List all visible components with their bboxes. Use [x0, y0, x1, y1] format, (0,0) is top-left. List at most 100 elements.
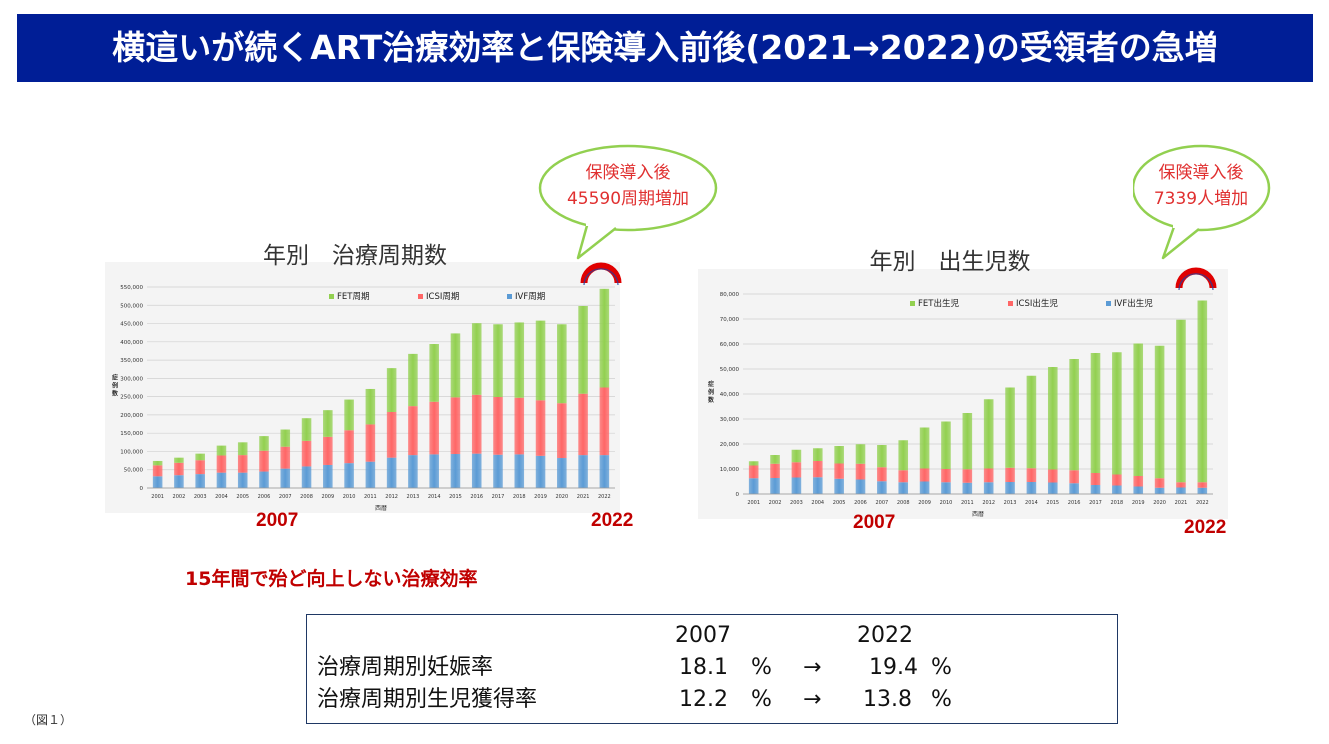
x-tick-label: 2005	[833, 500, 846, 506]
x-tick-label: 2009	[321, 494, 334, 500]
page-title: 横這いが続くART治療効率と保険導入前後(2021→2022)の受領者の急増	[17, 14, 1313, 82]
legend-label: ICSI出生児	[1016, 298, 1058, 309]
bar-ivf-2013	[1005, 482, 1015, 494]
row-unit: %	[931, 655, 952, 680]
bar-fet-2022	[1197, 300, 1208, 483]
bar-fet-2012	[983, 399, 994, 469]
bar-icsi-2012	[386, 411, 397, 458]
legend-swatch	[507, 294, 512, 299]
bar-ivf-2011	[365, 461, 376, 488]
bar-icsi-2005	[237, 455, 248, 473]
legend-label: ICSI周期	[426, 292, 459, 302]
bar-ivf-2021	[1176, 487, 1186, 494]
callout-bubble-cycles: 保険導入後 45590周期増加	[538, 144, 718, 260]
x-tick-label: 2014	[428, 494, 441, 500]
bar-fet-2006	[259, 436, 269, 451]
bar-icsi-2006	[855, 463, 866, 480]
bar-icsi-2021	[1176, 482, 1186, 488]
x-tick-label: 2010	[940, 500, 953, 506]
bar-fet-2008	[898, 440, 909, 471]
bar-icsi-2004	[216, 455, 227, 473]
x-tick-label: 2008	[300, 494, 313, 500]
bar-icsi-2021	[578, 393, 588, 456]
x-tick-label: 2022	[598, 494, 611, 500]
x-tick-label: 2004	[811, 500, 824, 506]
y-tick-label: 0	[736, 492, 740, 498]
y-axis-label: 症	[708, 380, 714, 388]
bar-fet-2016	[471, 323, 482, 395]
bar-ivf-2003	[195, 474, 205, 488]
x-tick-label: 2006	[258, 494, 271, 500]
bar-icsi-2022	[599, 387, 610, 456]
bar-ivf-2022	[1197, 487, 1208, 494]
bar-ivf-2005	[237, 472, 248, 488]
x-tick-label: 2011	[364, 494, 377, 500]
y-tick-label: 450,000	[120, 322, 143, 328]
bar-icsi-2013	[1005, 467, 1015, 482]
bar-fet-2021	[1176, 319, 1186, 483]
x-tick-label: 2014	[1025, 500, 1038, 506]
y-tick-label: 100,000	[120, 449, 143, 455]
y-tick-label: 60,000	[720, 342, 740, 348]
x-tick-label: 2018	[1110, 500, 1123, 506]
bar-fet-2010	[344, 399, 354, 431]
bar-fet-2015	[1047, 367, 1058, 470]
bar-fet-2013	[1005, 387, 1015, 468]
bar-ivf-2004	[216, 472, 227, 488]
col-header-2007: 2007	[675, 623, 731, 648]
bar-ivf-2006	[855, 479, 866, 494]
bar-ivf-2010	[344, 463, 354, 488]
x-tick-label: 2015	[449, 494, 462, 500]
y-tick-label: 40,000	[720, 392, 740, 398]
bar-icsi-2003	[791, 462, 802, 478]
row-value-2022: 13.8	[863, 687, 912, 712]
bar-fet-2016	[1069, 359, 1079, 471]
bar-fet-2003	[791, 449, 802, 463]
bar-icsi-2011	[962, 469, 973, 483]
bar-fet-2014	[429, 344, 439, 402]
bar-icsi-2018	[514, 397, 525, 455]
bar-ivf-2014	[1026, 482, 1037, 494]
x-tick-label: 2016	[1068, 500, 1081, 506]
bar-ivf-2004	[812, 477, 823, 494]
bubble-line-1: 保険導入後	[1159, 163, 1244, 183]
bar-icsi-2016	[1069, 470, 1079, 484]
bar-icsi-2006	[259, 450, 269, 472]
bar-fet-2022	[599, 288, 610, 388]
bar-fet-2009	[323, 410, 333, 437]
bar-ivf-2016	[471, 453, 482, 488]
bar-fet-2017	[1090, 353, 1101, 473]
bar-ivf-2019	[1133, 486, 1144, 494]
y-tick-label: 10,000	[720, 467, 740, 473]
bar-ivf-2003	[791, 477, 802, 494]
bar-fet-2007	[280, 429, 291, 447]
x-tick-label: 2004	[215, 494, 228, 500]
legend-swatch	[910, 301, 915, 306]
bar-icsi-2013	[408, 406, 418, 456]
legend-label: IVF周期	[515, 292, 545, 302]
bar-icsi-2008	[301, 440, 312, 467]
efficiency-subtitle: 15年間で殆ど向上しない治療効率	[185, 568, 478, 590]
bar-fet-2019	[535, 320, 546, 401]
bar-icsi-2014	[429, 401, 439, 455]
bar-icsi-2016	[471, 394, 482, 454]
legend-swatch	[329, 294, 334, 299]
bar-icsi-2002	[174, 462, 184, 476]
y-tick-label: 250,000	[120, 395, 143, 401]
bar-icsi-2002	[770, 463, 780, 478]
y-tick-label: 70,000	[720, 317, 740, 323]
bar-ivf-2014	[429, 454, 439, 488]
bar-ivf-2006	[259, 471, 269, 488]
bar-fet-2018	[514, 322, 525, 398]
x-tick-label: 2012	[385, 494, 398, 500]
bar-icsi-2007	[280, 446, 291, 469]
bar-ivf-2012	[983, 482, 994, 494]
bar-icsi-2011	[365, 424, 376, 462]
bar-icsi-2017	[493, 397, 503, 455]
bar-ivf-2002	[174, 475, 184, 488]
bar-ivf-2019	[535, 455, 546, 488]
year-end-label: 2022	[1184, 517, 1227, 538]
x-tick-label: 2001	[747, 500, 760, 506]
year-start-label: 2007	[853, 512, 896, 533]
y-tick-label: 80,000	[720, 292, 740, 298]
